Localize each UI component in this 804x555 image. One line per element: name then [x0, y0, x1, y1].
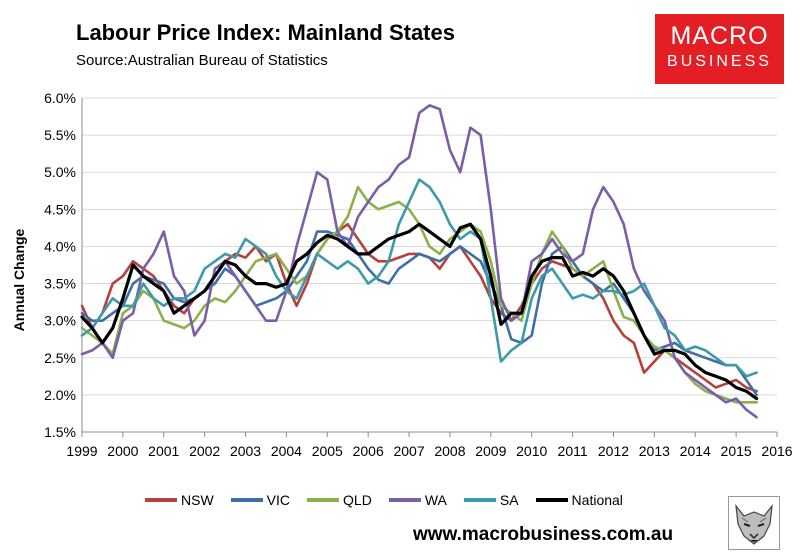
legend-label: NSW: [181, 492, 214, 508]
legend-item-vic: VIC: [230, 492, 291, 508]
logo-line-1: MACRO: [670, 22, 769, 50]
x-tick-label: 2001: [148, 443, 179, 459]
y-tick-label: 6.0%: [44, 90, 76, 106]
legend-item-wa: WA: [388, 492, 447, 508]
legend-swatch: [230, 498, 263, 502]
website-url: www.macrobusiness.com.au: [413, 524, 674, 545]
legend-swatch: [388, 498, 421, 502]
x-tick-label: 2007: [393, 443, 424, 459]
series-line-qld: [80, 185, 758, 404]
y-tick-label: 5.0%: [44, 164, 76, 180]
x-tick-label: 2004: [271, 443, 302, 459]
legend-label: SA: [499, 492, 519, 508]
y-tick-label: 3.0%: [44, 313, 76, 329]
legend-swatch: [145, 498, 177, 502]
legend-item-sa: SA: [463, 492, 519, 508]
y-tick-label: 2.5%: [44, 350, 76, 366]
x-tick-label: 2016: [761, 443, 792, 459]
y-tick-label: 3.5%: [44, 276, 76, 292]
x-tick-label: 1999: [66, 443, 97, 459]
x-tick-label: 2012: [598, 443, 629, 459]
y-tick-label: 4.5%: [44, 201, 76, 217]
x-tick-label: 2002: [189, 443, 220, 459]
legend-label: QLD: [343, 492, 372, 508]
macro-business-logo: MACRO BUSINESS: [655, 14, 784, 84]
y-tick-label: 1.5%: [44, 424, 76, 440]
x-tick-label: 2013: [639, 443, 670, 459]
y-tick-label: 5.5%: [44, 127, 76, 143]
series-line-national: [80, 222, 759, 401]
y-tick-label: 2.0%: [44, 387, 76, 403]
x-tick-label: 2014: [680, 443, 711, 459]
series-line-sa: [80, 178, 758, 378]
legend-item-national: National: [535, 492, 623, 508]
x-tick-label: 2006: [353, 443, 384, 459]
y-tick-label: 4.0%: [44, 238, 76, 254]
logo-line-2: BUSINESS: [667, 53, 772, 70]
legend-label: VIC: [266, 492, 291, 508]
chart-subtitle: Source:Australian Bureau of Statistics: [76, 52, 328, 69]
legend-item-qld: QLD: [307, 492, 372, 508]
legend-swatch: [307, 498, 340, 502]
x-tick-label: 2011: [558, 443, 588, 459]
legend-swatch: [463, 498, 496, 502]
legend: NSW VIC QLD WA SA National: [145, 490, 640, 510]
series-line-wa: [80, 104, 758, 419]
x-tick-label: 2005: [312, 443, 343, 459]
legend-label: National: [571, 492, 623, 508]
x-tick-label: 2008: [434, 443, 465, 459]
legend-swatch: [535, 498, 568, 502]
x-tick-label: 2000: [107, 443, 138, 459]
chart-title: Labour Price Index: Mainland States: [76, 20, 455, 45]
x-tick-label: 2010: [516, 443, 547, 459]
legend-label: WA: [424, 492, 447, 508]
x-tick-label: 2009: [475, 443, 506, 459]
wolf-mascot-icon: [728, 496, 780, 550]
x-tick-label: 2015: [721, 443, 752, 459]
x-tick-label: 2003: [230, 443, 261, 459]
legend-item-nsw: NSW: [145, 492, 214, 508]
